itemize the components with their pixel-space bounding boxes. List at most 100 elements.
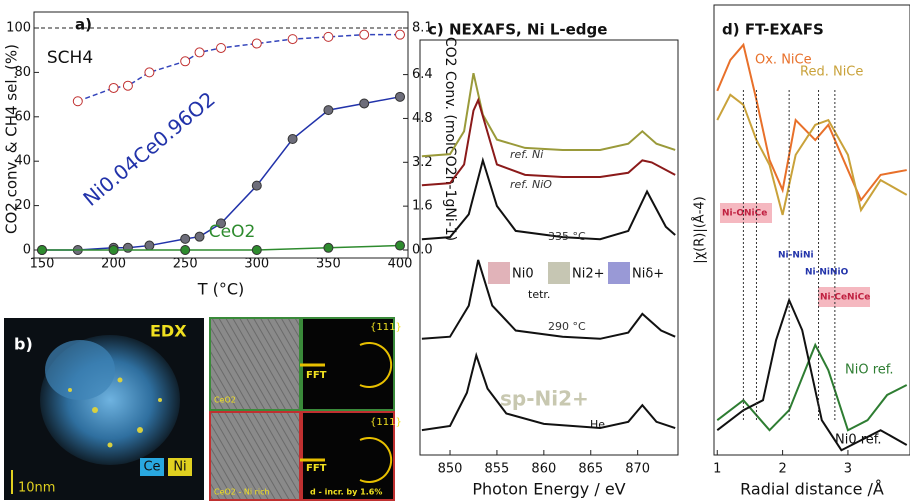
x-tick-label: 865 — [578, 462, 603, 477]
x-tick-label: 150 — [30, 257, 55, 272]
edx-label: EDX — [150, 322, 187, 341]
marker — [109, 246, 118, 255]
marker — [145, 241, 154, 250]
chart-title: d) FT-EXAFS — [722, 21, 824, 39]
y2-tick-label: 0.0 — [412, 243, 433, 258]
scale-label: 10nm — [18, 481, 55, 496]
note: d - incr. by 1.6% — [310, 488, 382, 497]
series-line — [422, 100, 675, 185]
x-tick-label: 300 — [244, 257, 269, 272]
marker — [145, 68, 154, 77]
marker — [123, 81, 132, 90]
panel-label: b) — [14, 335, 33, 354]
x-tick-label: 855 — [485, 462, 510, 477]
particle — [45, 340, 115, 400]
series-label: Ni0.04Ce0.96O2 — [78, 87, 219, 211]
marker — [217, 43, 226, 52]
legend-label: Niδ+ — [632, 267, 664, 282]
x-tick-label: 200 — [101, 257, 126, 272]
marker — [252, 181, 261, 190]
plane-label: {111} — [370, 417, 402, 428]
marker — [109, 83, 118, 92]
fft-label: FFT — [306, 370, 327, 381]
marker — [324, 243, 333, 252]
marker — [195, 232, 204, 241]
legend-swatch — [608, 262, 630, 284]
series-line — [422, 73, 675, 156]
annotation: Ni-NiNiO — [805, 268, 849, 278]
series-line — [78, 35, 400, 102]
series-label: SCH4 — [47, 48, 93, 68]
y2-tick-label: 6.4 — [412, 67, 433, 82]
x-tick-label: 870 — [625, 462, 650, 477]
ce-label: Ce — [143, 460, 160, 475]
x-tick-label: 400 — [388, 257, 413, 272]
marker — [38, 246, 47, 255]
marker — [288, 35, 297, 44]
series-label: Red. NiCe — [800, 65, 863, 80]
legend-swatch — [548, 262, 570, 284]
annotation: 290 °C — [548, 320, 586, 333]
tem-label: CeO2 - Ni rich — [214, 488, 270, 497]
y-tick-label: 0 — [23, 243, 31, 258]
y2-axis-title: CO2 Conv. (molCO2h-1gNi-1) — [442, 37, 458, 241]
series-line — [717, 345, 906, 430]
tem-label: CeO2 — [214, 396, 236, 405]
chart-title: c) NEXAFS, Ni L-edge — [428, 21, 607, 39]
y-axis-title: |χ(R)|(Å-4) — [692, 196, 708, 263]
x-tick-label: 850 — [438, 462, 463, 477]
marker — [324, 106, 333, 115]
legend-swatch — [488, 262, 510, 284]
plane-label: {111} — [370, 322, 402, 333]
marker — [396, 30, 405, 39]
x-tick-label: 860 — [531, 462, 556, 477]
annotation: ref. Ni — [510, 148, 543, 161]
fft-label: FFT — [306, 463, 327, 474]
marker — [396, 241, 405, 250]
marker — [181, 57, 190, 66]
figure: b) EDX Ce Ni 10nm FFT FFT {111} {111} Ce… — [0, 0, 910, 502]
marker — [181, 246, 190, 255]
x-axis-title: Radial distance /Å — [740, 480, 884, 499]
legend-label: Ni2+ — [572, 267, 605, 282]
marker — [252, 39, 261, 48]
annotation: 335 °C — [548, 230, 586, 243]
marker — [73, 97, 82, 106]
annotation: Ni-CeNiCe — [820, 293, 870, 303]
series-label: CeO2 — [209, 222, 256, 242]
y-axis-title: CO2 conv. & CH4 sel. (%) — [3, 44, 21, 234]
legend-label: Ni0 — [512, 267, 534, 282]
y2-tick-label: 4.8 — [412, 111, 433, 126]
marker — [252, 246, 261, 255]
annotation: sp-Ni2+ — [500, 387, 589, 411]
y2-tick-label: 1.6 — [412, 199, 433, 214]
marker — [181, 234, 190, 243]
marker — [288, 135, 297, 144]
x-tick-label: 350 — [316, 257, 341, 272]
annotation: Ni-NiNi — [778, 251, 814, 261]
series-line — [422, 160, 675, 239]
marker — [360, 30, 369, 39]
series-line — [717, 95, 906, 215]
series-label: NiO ref. — [845, 363, 894, 378]
marker — [396, 92, 405, 101]
annotation: He — [590, 418, 605, 431]
marker — [324, 32, 333, 41]
y-tick-label: 100 — [6, 21, 31, 36]
x-tick-label: 3 — [844, 462, 852, 477]
marker — [360, 99, 369, 108]
series-line — [42, 246, 400, 250]
annotation: Ni-ONiCe — [722, 209, 767, 219]
marker — [123, 243, 132, 252]
x-tick-label: 250 — [173, 257, 198, 272]
x-tick-label: 1 — [713, 462, 721, 477]
annotation: tetr. — [528, 288, 550, 301]
series-label: Ni0 ref. — [835, 433, 882, 448]
x-axis-title: T (°C) — [197, 280, 245, 299]
annotation: ref. NiO — [510, 178, 552, 191]
panel-label: a) — [75, 16, 92, 34]
x-tick-label: 2 — [778, 462, 786, 477]
marker — [195, 48, 204, 57]
panel-b: b) EDX Ce Ni 10nm FFT FFT {111} {111} Ce… — [4, 318, 402, 500]
x-axis-title: Photon Energy / eV — [472, 480, 625, 499]
